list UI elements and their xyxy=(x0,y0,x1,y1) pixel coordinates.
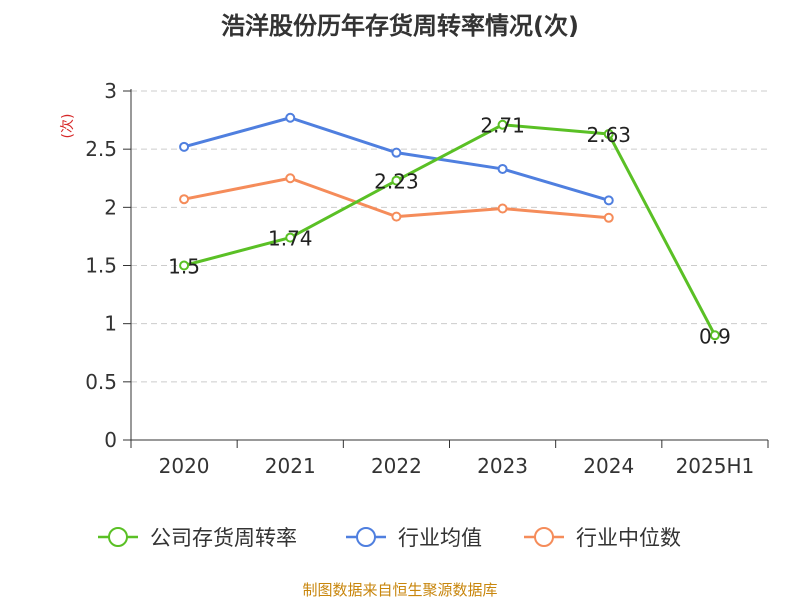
data-point xyxy=(391,211,402,222)
data-label: 1.74 xyxy=(268,227,313,251)
source-note: 制图数据来自恒生聚源数据库 xyxy=(302,581,498,599)
legend-label: 行业均值 xyxy=(398,526,482,550)
legend-label: 公司存货周转率 xyxy=(150,526,297,550)
x-tick-label: 2023 xyxy=(477,454,528,478)
x-tick-label: 2024 xyxy=(583,454,634,478)
legend-marker-icon xyxy=(534,527,554,547)
data-point xyxy=(497,163,508,174)
x-tick-label: 2021 xyxy=(265,454,316,478)
data-point xyxy=(497,203,508,214)
legend-marker-icon xyxy=(356,527,376,547)
y-tick-label: 3 xyxy=(104,79,117,103)
y-tick-label: 0 xyxy=(104,428,117,452)
y-tick-label: 0.5 xyxy=(85,370,117,394)
y-tick-label: 1.5 xyxy=(85,254,117,278)
data-point xyxy=(603,129,614,140)
legend-marker-icon xyxy=(108,527,128,547)
data-label: 2.63 xyxy=(586,123,631,147)
data-label: 1.5 xyxy=(168,255,200,279)
legend-label: 行业中位数 xyxy=(576,526,681,550)
data-point xyxy=(285,173,296,184)
x-tick-label: 2022 xyxy=(371,454,422,478)
data-point xyxy=(285,232,296,243)
data-label: 0.9 xyxy=(699,324,731,348)
y-tick-label: 1 xyxy=(104,312,117,336)
chart-title: 浩洋股份历年存货周转率情况(次) xyxy=(221,12,579,40)
data-point xyxy=(179,260,190,271)
y-axis-label: (次) xyxy=(60,114,76,139)
x-tick-label: 2020 xyxy=(159,454,210,478)
data-point xyxy=(179,194,190,205)
series-line xyxy=(183,123,717,336)
data-label: 2.23 xyxy=(374,170,419,194)
data-point xyxy=(603,195,614,206)
data-point xyxy=(179,141,190,152)
data-point xyxy=(391,175,402,186)
y-tick-label: 2.5 xyxy=(85,137,117,161)
data-point xyxy=(497,119,508,130)
y-tick-label: 2 xyxy=(104,195,117,219)
x-tick-label: 2025H1 xyxy=(676,454,755,478)
data-label: 2.71 xyxy=(480,114,525,138)
data-point xyxy=(285,112,296,123)
data-point xyxy=(709,330,720,341)
data-point xyxy=(603,212,614,223)
data-point xyxy=(391,147,402,158)
